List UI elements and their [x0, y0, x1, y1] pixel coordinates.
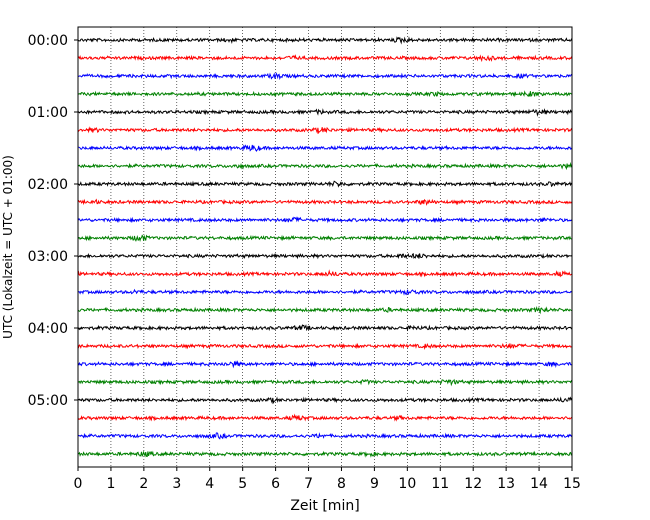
trace-0300	[77, 252, 573, 260]
x-tick-label: 3	[172, 476, 181, 492]
x-tick-label: 12	[464, 476, 482, 492]
y-tick-label: 03:00	[28, 249, 68, 265]
trace-0500	[77, 396, 573, 405]
trace-0215	[77, 198, 573, 206]
plot-frame	[77, 26, 573, 468]
trace-0000	[77, 36, 573, 45]
x-tick-label: 14	[530, 476, 548, 492]
seismic-traces	[77, 36, 573, 458]
x-tick-label: 13	[497, 476, 515, 492]
trace-0200	[77, 180, 573, 188]
trace-0030	[77, 72, 573, 81]
x-tick-label: 2	[139, 476, 148, 492]
x-tick-label: 0	[74, 476, 83, 492]
x-tick-label: 11	[431, 476, 449, 492]
trace-0345	[77, 306, 573, 315]
trace-0330	[77, 288, 573, 296]
trace-0315	[77, 269, 573, 278]
x-axis-label: Zeit [min]	[290, 498, 359, 514]
x-tick-label: 9	[370, 476, 379, 492]
trace-0515	[77, 413, 573, 422]
trace-0430	[77, 360, 573, 369]
trace-0015	[77, 54, 573, 63]
y-axis-ticks: 00:00 01:00 02:00 03:00 04:00 05:00	[28, 33, 78, 409]
trace-0130	[77, 144, 573, 152]
x-axis-ticks: 0 1 2 3 4 5 6 7 8 9 10 11 12 13 14 15	[74, 467, 581, 492]
grid-lines	[110, 27, 540, 467]
y-tick-label: 01:00	[28, 105, 68, 121]
x-tick-label: 4	[205, 476, 214, 492]
trace-0400	[77, 324, 573, 332]
x-tick-label: 7	[304, 476, 313, 492]
y-tick-label: 05:00	[28, 393, 68, 409]
x-tick-label: 10	[398, 476, 416, 492]
trace-0100	[78, 108, 573, 117]
x-tick-label: 15	[563, 476, 581, 492]
x-tick-label: 6	[271, 476, 280, 492]
trace-0115	[77, 126, 573, 135]
y-tick-label: 00:00	[28, 33, 68, 49]
trace-0145	[77, 161, 573, 171]
trace-0045	[77, 90, 573, 98]
trace-0415	[77, 342, 573, 350]
trace-0530	[77, 432, 573, 440]
x-tick-label: 1	[106, 476, 115, 492]
y-tick-label: 04:00	[28, 321, 68, 337]
trace-0545	[78, 450, 573, 458]
trace-0245	[77, 234, 573, 243]
trace-0230	[77, 216, 573, 224]
x-tick-label: 8	[337, 476, 346, 492]
x-tick-label: 5	[238, 476, 247, 492]
y-tick-label: 02:00	[28, 177, 68, 193]
trace-0445	[77, 378, 573, 387]
y-axis-label: UTC (Lokalzeit = UTC + 01:00)	[1, 155, 15, 339]
